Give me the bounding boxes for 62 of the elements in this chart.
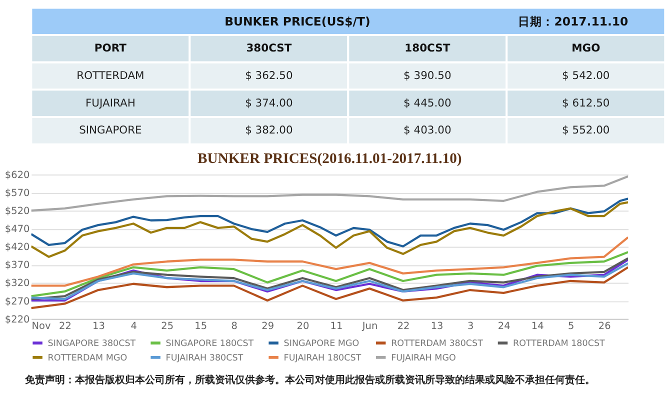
text: $ 612.50 [562, 96, 610, 110]
line-series [31, 175, 628, 212]
line-series [31, 201, 628, 258]
x-tick-label: 20 [296, 321, 310, 332]
text: BUNKER PRICE(US$/T) [224, 14, 370, 28]
legend-label: ROTTERDAM 380CST [391, 338, 484, 349]
x-tick-label: 22 [397, 321, 410, 332]
x-tick-label: 29 [262, 321, 274, 332]
text: $ 390.50 [404, 68, 452, 82]
legend-label: FUJAIRAH 380CST [166, 353, 244, 364]
x-tick-label: 5 [568, 321, 574, 332]
text: FUJAIRAH [86, 96, 136, 110]
x-tick-label: 15 [194, 321, 208, 332]
y-tick-label: $470 [4, 224, 30, 236]
legend-label: FUJAIRAH 180CST [284, 353, 362, 364]
x-tick-label: 11 [330, 321, 343, 332]
y-tick-label: $270 [4, 296, 30, 308]
text: $ 445.00 [404, 96, 452, 110]
y-tick-label: $370 [4, 260, 30, 272]
text: $ 362.50 [245, 68, 293, 82]
x-tick-label: 22 [59, 321, 72, 332]
x-tick-label: 25 [161, 321, 174, 332]
line-series [31, 198, 628, 248]
y-tick-label: $570 [4, 188, 30, 199]
line-series [31, 251, 628, 298]
x-tick-label: 26 [598, 321, 611, 332]
x-tick-label: 3 [467, 321, 474, 332]
line-series [31, 266, 628, 310]
text: MGO [572, 42, 600, 55]
x-tick-label: Jun [361, 321, 378, 332]
x-tick-label: 13 [92, 321, 105, 332]
legend-label: SINGAPORE MGO [284, 338, 360, 349]
line-series [31, 236, 628, 287]
text: $ 374.00 [245, 96, 293, 110]
text: $ 382.00 [245, 124, 293, 137]
text: ROTTERDAM [76, 68, 144, 82]
y-tick-label: $220 [4, 314, 30, 326]
legend-label: SINGAPORE 180CST [166, 338, 254, 349]
x-tick-label: 24 [498, 321, 510, 332]
legend-label: ROTTERDAM MGO [48, 353, 128, 364]
chart-title: BUNKER PRICES(2016.11.01-2017.11.10) [198, 150, 462, 167]
text: PORT [94, 42, 128, 55]
y-tick-label: $420 [4, 242, 30, 254]
y-tick-label: $320 [4, 278, 30, 290]
text: 日期：2017.11.10 [518, 14, 628, 28]
x-tick-label: Nov [32, 321, 51, 332]
x-tick-label: 8 [231, 321, 238, 332]
text: SINGAPORE [79, 124, 142, 137]
x-tick-label: 4 [130, 321, 137, 332]
y-tick-label: $520 [4, 206, 30, 218]
text: 180CST [404, 42, 451, 55]
text: 免责声明：本报告版权归本公司所有，所载资讯仅供参考。本公司对使用此报告或所载资讯所导致的结果或风险不承担任何责任。 [24, 374, 596, 386]
text: 380CST [246, 42, 292, 55]
text: $ 403.00 [404, 124, 452, 137]
x-tick-label: 14 [531, 321, 544, 332]
text: $ 542.00 [562, 68, 610, 82]
text: $ 552.00 [562, 124, 610, 137]
legend-label: FUJAIRAH MGO [391, 353, 456, 364]
legend-label: SINGAPORE 380CST [48, 338, 136, 349]
x-tick-label: 13 [430, 321, 444, 332]
y-tick-label: $620 [4, 170, 30, 181]
legend-label: ROTTERDAM 180CST [512, 338, 606, 349]
